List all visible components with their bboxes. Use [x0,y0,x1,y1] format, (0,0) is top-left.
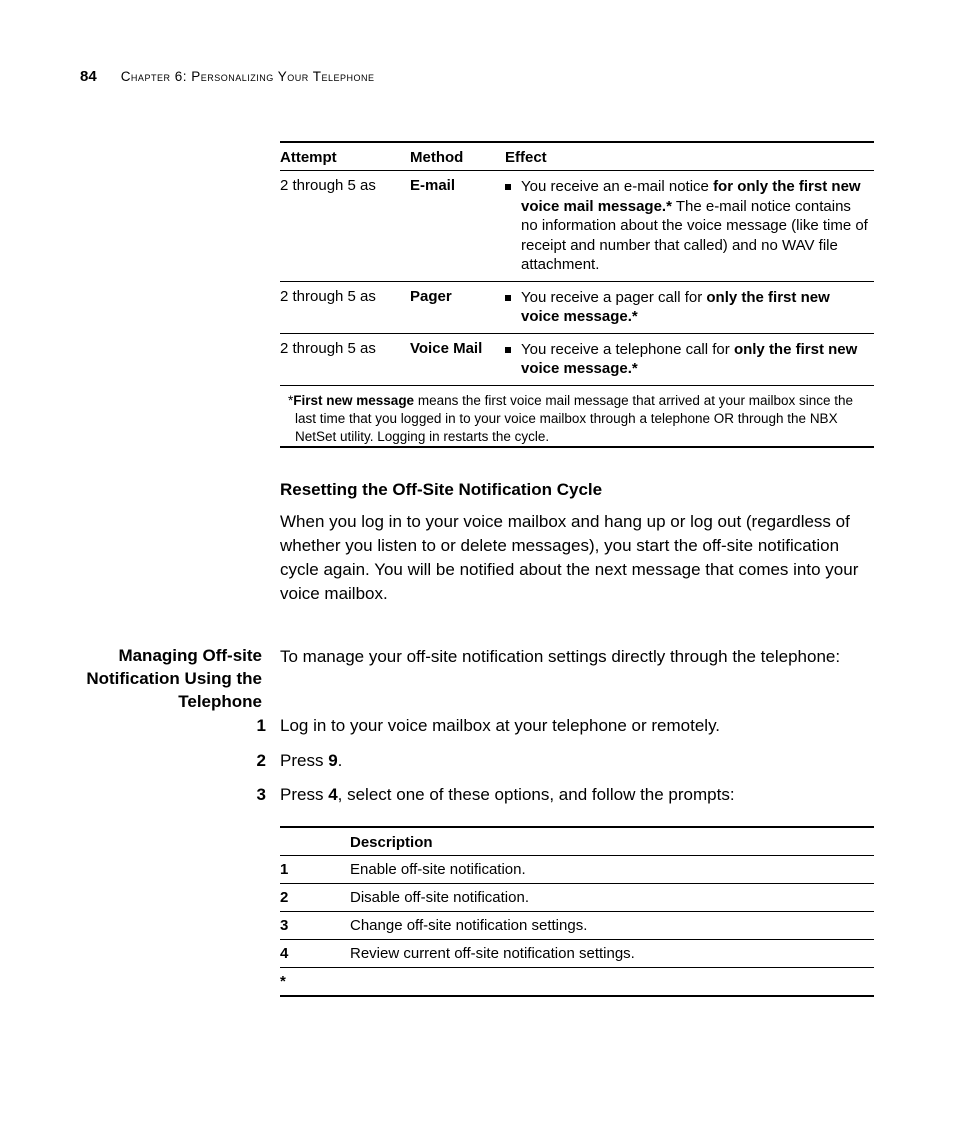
col-method: Method [410,142,505,171]
footnote-term: First new message [293,393,414,408]
table-row: 2 Disable off-site notification. [280,884,874,912]
square-bullet-icon [505,347,511,353]
cell-desc: Enable off-site notification. [350,856,874,884]
table-row: 1 Enable off-site notification. [280,856,874,884]
notification-table-block: Attempt Method Effect 2 through 5 as E-m… [280,141,874,605]
cell-method: Voice Mail [410,333,505,385]
notification-effects-table: Attempt Method Effect 2 through 5 as E-m… [280,141,874,386]
managing-intro: To manage your off-site notification set… [280,645,874,669]
col-description: Description [350,827,874,856]
table-row: 2 through 5 as Pager You receive a pager… [280,281,874,333]
cell-desc: Disable off-site notification. [350,884,874,912]
col-key [280,827,350,856]
cell-method: E-mail [410,171,505,282]
step-bold: 9 [328,751,337,770]
cell-effect: You receive a telephone call for only th… [505,340,868,379]
table-row: * [280,968,874,997]
step-number: 1 [252,714,266,739]
col-effect: Effect [505,142,874,171]
step-item: 1 Log in to your voice mailbox at your t… [280,714,874,739]
cell-attempt: 2 through 5 as [280,171,410,282]
step-pre: Log in to your voice mailbox at your tel… [280,716,720,735]
cell-desc: Change off-site notification settings. [350,912,874,940]
step-pre: Press [280,785,328,804]
cell-key: 4 [280,940,350,968]
square-bullet-icon [505,184,511,190]
cell-key: 2 [280,884,350,912]
cell-method: Pager [410,281,505,333]
side-heading-managing: Managing Off-site Notification Using the… [80,645,262,714]
cell-attempt: 2 through 5 as [280,281,410,333]
section-body-reset: When you log in to your voice mailbox an… [280,510,874,605]
table-row: 3 Change off-site notification settings. [280,912,874,940]
step-item: 3 Press 4, select one of these options, … [280,783,874,808]
running-head: 84 Chapter 6: Personalizing Your Telepho… [80,68,874,85]
step-number: 3 [252,783,266,808]
step-number: 2 [252,749,266,774]
cell-desc [350,968,874,997]
square-bullet-icon [505,295,511,301]
step-item: 2 Press 9. [280,749,874,774]
cell-key: 1 [280,856,350,884]
step-post: . [338,751,343,770]
managing-section: Managing Off-site Notification Using the… [80,645,874,714]
table-row: 2 through 5 as Voice Mail You receive a … [280,333,874,385]
chapter-title: Chapter 6: Personalizing Your Telephone [121,69,375,84]
page: 84 Chapter 6: Personalizing Your Telepho… [0,0,954,1057]
effect-pre: You receive a telephone call for [521,341,734,358]
cell-attempt: 2 through 5 as [280,333,410,385]
effect-pre: You receive a pager call for [521,289,706,306]
cell-effect: You receive a pager call for only the fi… [505,288,868,327]
effect-pre: You receive an e-mail notice [521,178,713,195]
table-footnote: *First new message means the first voice… [287,386,874,447]
table-row: 4 Review current off-site notification s… [280,940,874,968]
cell-key: * [280,968,350,997]
step-post: , select one of these options, and follo… [338,785,735,804]
options-table: Description 1 Enable off-site notificati… [280,826,874,997]
cell-effect: You receive an e-mail notice for only th… [505,177,868,275]
steps-list: 1 Log in to your voice mailbox at your t… [280,714,874,997]
col-attempt: Attempt [280,142,410,171]
section-heading-reset: Resetting the Off-Site Notification Cycl… [280,480,874,500]
table-row: 2 through 5 as E-mail You receive an e-m… [280,171,874,282]
step-bold: 4 [328,785,337,804]
cell-key: 3 [280,912,350,940]
step-pre: Press [280,751,328,770]
cell-desc: Review current off-site notification set… [350,940,874,968]
page-number: 84 [80,68,97,85]
